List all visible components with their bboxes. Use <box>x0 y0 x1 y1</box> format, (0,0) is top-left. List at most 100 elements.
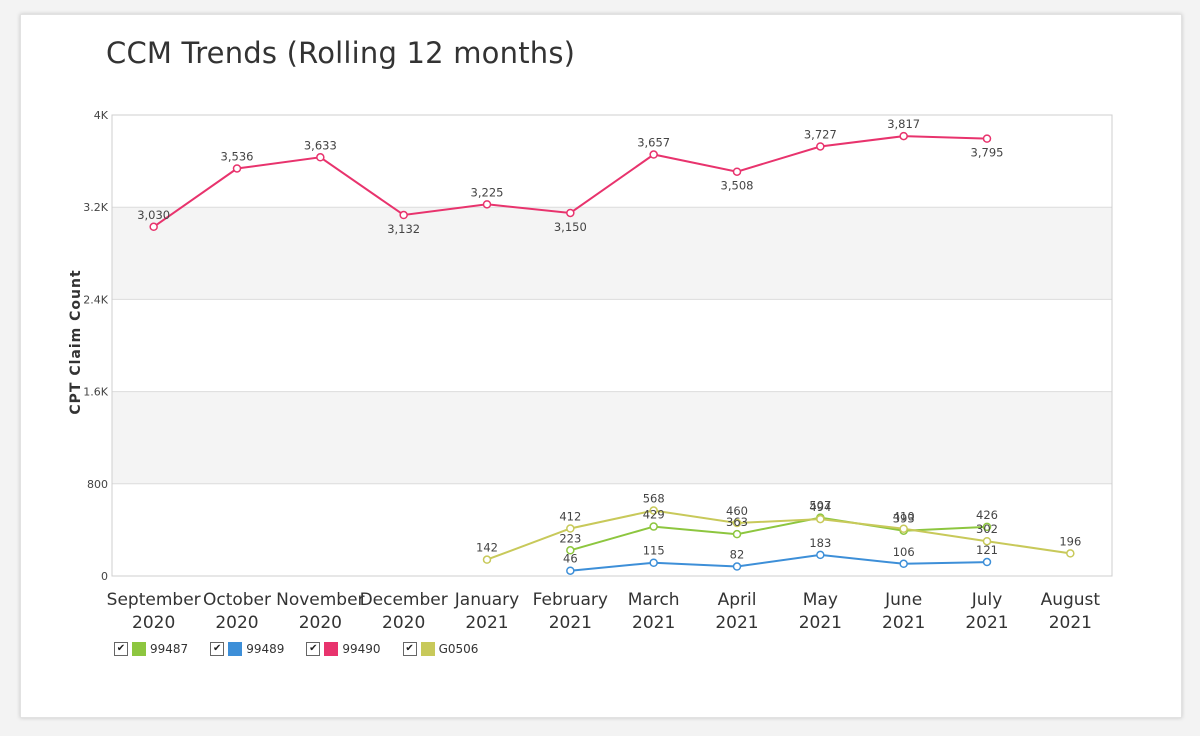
x-tick-label: June 2021 <box>882 590 925 633</box>
legend-item-99487[interactable]: ✔ 99487 <box>114 642 188 656</box>
data-point <box>732 562 742 571</box>
y-tick-label: 1.6K <box>83 386 108 399</box>
data-point <box>732 529 742 539</box>
plot-border <box>111 114 1113 577</box>
legend-swatch <box>132 642 146 656</box>
data-label: 363 <box>726 515 748 529</box>
data-point <box>566 524 575 533</box>
data-label: 302 <box>976 522 998 536</box>
y-tick-label: 4K <box>94 109 109 122</box>
legend-swatch <box>324 642 339 656</box>
data-point <box>982 557 992 567</box>
data-label: 3,633 <box>304 138 337 152</box>
data-point <box>566 546 575 555</box>
y-tick-label: 3.2K <box>83 201 108 214</box>
data-label: 3,795 <box>971 146 1004 160</box>
data-label: 3,727 <box>804 127 837 141</box>
x-tick-label: September 2020 <box>107 590 201 633</box>
data-point <box>732 167 742 176</box>
data-point <box>316 153 325 162</box>
y-axis-label: CPT Claim Count <box>68 269 84 414</box>
chart-title: CCM Trends (Rolling 12 months) <box>106 36 576 70</box>
data-label: 196 <box>1059 534 1081 548</box>
y-tick-label: 800 <box>87 478 108 491</box>
grid-band <box>112 207 1112 300</box>
data-label: 223 <box>559 531 581 545</box>
legend-checkbox[interactable]: ✔ <box>306 642 321 656</box>
data-point <box>649 150 658 159</box>
x-tick-label: November 2020 <box>276 590 364 633</box>
legend-item-99490[interactable]: ✔ 99490 <box>306 642 381 656</box>
data-label: 121 <box>976 543 998 557</box>
data-point <box>149 222 158 232</box>
data-point <box>899 559 908 569</box>
data-point <box>982 134 992 143</box>
data-label: 3,225 <box>471 185 504 199</box>
data-point <box>399 210 408 220</box>
data-label: 82 <box>730 548 745 562</box>
data-label: 142 <box>476 541 498 555</box>
data-point <box>899 524 908 533</box>
data-point <box>816 142 825 151</box>
data-label: 3,536 <box>221 149 254 163</box>
data-point <box>482 555 492 564</box>
data-label: 410 <box>893 510 915 524</box>
data-label: 412 <box>559 510 581 524</box>
data-point <box>816 550 825 560</box>
data-point <box>899 131 908 141</box>
gridlines <box>111 114 1113 577</box>
legend-checkbox[interactable]: ✔ <box>402 642 417 656</box>
x-tick-label: October 2020 <box>203 590 271 633</box>
series-lines <box>153 135 1071 572</box>
x-tick-label: May 2021 <box>799 590 842 633</box>
data-point <box>649 506 658 515</box>
y-axis-ticks: 0 800 1.6K 2.4K 3.2K 4K <box>83 109 108 583</box>
data-label: 507 <box>809 499 831 513</box>
data-label: 429 <box>643 508 665 522</box>
data-label: 393 <box>893 512 915 526</box>
legend-swatch <box>228 642 243 656</box>
data-label: 3,657 <box>637 136 670 150</box>
legend-item-G0506[interactable]: ✔ G0506 <box>402 642 478 656</box>
data-label: 460 <box>726 504 748 518</box>
x-tick-label: August 2021 <box>1041 590 1101 633</box>
x-tick-label: April 2021 <box>715 590 758 633</box>
legend-item-99489[interactable]: ✔ 99489 <box>210 642 284 656</box>
x-tick-label: July 2021 <box>965 590 1008 633</box>
data-point <box>649 522 658 531</box>
data-point <box>982 536 992 546</box>
series-line-99489 <box>570 553 988 572</box>
data-point <box>732 518 742 528</box>
legend-swatch <box>420 642 435 656</box>
data-point <box>566 566 575 575</box>
data-label: 494 <box>809 500 831 514</box>
grid-band <box>112 391 1112 484</box>
y-tick-label: 0 <box>101 570 108 583</box>
y-tick-label: 2.4K <box>83 293 108 306</box>
data-label: 46 <box>563 552 578 566</box>
data-point <box>1066 549 1075 558</box>
x-tick-label: March 2021 <box>628 590 680 633</box>
data-label: 568 <box>643 492 665 506</box>
legend-label: 99487 <box>150 642 189 656</box>
legend-label: 99490 <box>342 642 381 656</box>
x-tick-label: February 2021 <box>533 590 608 633</box>
series-line-99487 <box>570 516 988 552</box>
x-tick-label: January 2021 <box>454 590 519 633</box>
grid-bands <box>112 207 1112 484</box>
data-label: 183 <box>809 536 831 550</box>
data-label: 3,817 <box>887 117 920 131</box>
legend-checkbox[interactable]: ✔ <box>114 642 128 656</box>
legend-label: 99489 <box>246 642 285 656</box>
data-point <box>982 522 992 532</box>
data-point <box>482 200 492 209</box>
data-label: 426 <box>976 508 998 522</box>
legend: ✔ 99487 ✔ 99489 ✔ 99490 ✔ G0506 <box>114 642 478 656</box>
series-line-G0506 <box>486 509 1071 561</box>
data-label: 3,150 <box>554 220 587 234</box>
data-label: 106 <box>893 545 915 559</box>
chart-card <box>20 14 1182 718</box>
data-labels: 223 429 363 507 393 426 46 115 82 183 106 121 3,030 3… <box>137 117 1081 566</box>
legend-checkbox[interactable]: ✔ <box>210 642 225 656</box>
